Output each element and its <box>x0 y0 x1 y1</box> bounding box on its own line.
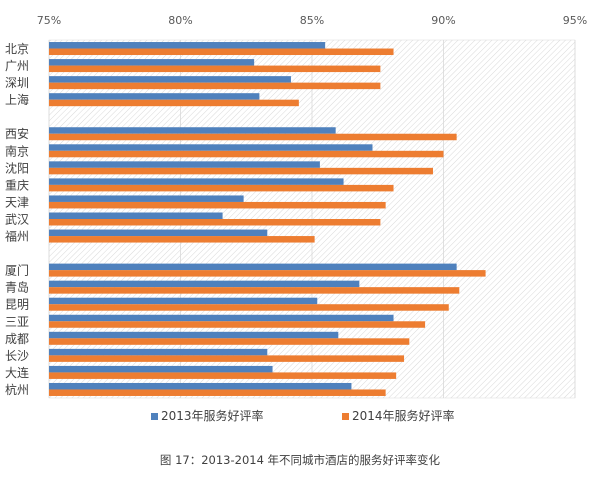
bar-2014 <box>49 219 381 226</box>
category-label: 三亚 <box>5 315 29 329</box>
bars <box>49 42 486 396</box>
category-label: 昆明 <box>5 298 29 312</box>
bar-2014 <box>49 338 410 345</box>
bar-2013 <box>49 382 352 390</box>
bar-2013 <box>49 263 457 271</box>
category-label: 武汉 <box>5 213 29 227</box>
bar-2014 <box>49 99 299 107</box>
bar-2013 <box>49 297 318 305</box>
category-label: 厦门 <box>5 263 29 278</box>
legend: 2013年服务好评率 2014年服务好评率 <box>151 408 455 423</box>
bar-2014 <box>49 287 460 294</box>
bar-2014 <box>49 133 457 141</box>
figure-caption: 图 17：2013-2014 年不同城市酒店的服务好评率变化 <box>159 453 441 467</box>
bar-2013 <box>49 365 273 373</box>
legend-label: 2014年服务好评率 <box>352 408 455 423</box>
category-label: 重庆 <box>5 178 29 192</box>
category-label: 青岛 <box>5 280 29 295</box>
bar-2013 <box>49 280 360 288</box>
bar-2014 <box>49 48 394 56</box>
bar-2013 <box>49 331 339 339</box>
bar-2014 <box>49 304 449 311</box>
category-label: 长沙 <box>5 349 29 363</box>
bar-2014 <box>49 389 386 396</box>
category-label: 大连 <box>5 365 29 380</box>
category-label: 南京 <box>5 143 29 158</box>
category-label: 上海 <box>5 92 29 107</box>
x-tick-label: 90% <box>431 14 455 27</box>
bar-2014 <box>49 372 397 379</box>
bar-2013 <box>49 178 344 185</box>
category-label: 沈阳 <box>5 160 29 175</box>
bar-2014 <box>49 201 386 209</box>
bar-2014 <box>49 355 405 362</box>
bar-2013 <box>49 161 320 168</box>
category-label: 福州 <box>5 229 29 244</box>
x-tick-label: 95% <box>563 14 587 27</box>
bar-2013 <box>49 76 291 83</box>
bar-2014 <box>49 184 394 192</box>
x-tick-label: 80% <box>168 14 192 27</box>
bar-2013 <box>49 314 394 322</box>
legend-swatch <box>151 413 158 420</box>
bar-2014 <box>49 321 426 328</box>
bar-2013 <box>49 93 260 100</box>
bar-2014 <box>49 236 315 243</box>
legend-label: 2013年服务好评率 <box>161 408 264 423</box>
x-tick-labels: 75% 80% 85% 90% 95% <box>37 14 587 27</box>
bar-2013 <box>49 229 268 237</box>
bar-2014 <box>49 167 433 175</box>
category-label: 深圳 <box>5 76 29 90</box>
category-label: 北京 <box>5 42 29 56</box>
bar-2014 <box>49 65 381 73</box>
category-label: 杭州 <box>5 382 29 397</box>
bar-2013 <box>49 348 268 356</box>
bar-2014 <box>49 150 444 158</box>
bar-2014 <box>49 270 486 277</box>
bar-2013 <box>49 59 255 66</box>
category-label: 广州 <box>5 59 29 73</box>
bar-2013 <box>49 42 326 49</box>
category-label: 成都 <box>5 332 29 346</box>
legend-swatch <box>342 413 349 420</box>
bar-2014 <box>49 82 381 90</box>
category-label: 西安 <box>5 126 29 141</box>
category-label: 天津 <box>5 195 29 209</box>
bar-2013 <box>49 144 373 151</box>
bar-2013 <box>49 195 244 202</box>
bar-2013 <box>49 212 223 219</box>
x-tick-label: 75% <box>37 14 61 27</box>
bar-2013 <box>49 127 336 134</box>
x-tick-label: 85% <box>300 14 324 27</box>
